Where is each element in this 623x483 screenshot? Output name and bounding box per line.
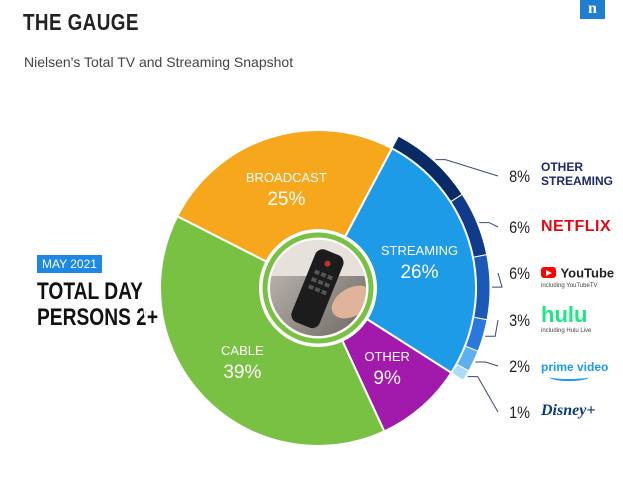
youtube-wordmark: YouTube xyxy=(560,265,615,281)
slice-label-other: OTHER xyxy=(364,349,410,364)
leader-lines xyxy=(435,159,503,413)
center-ring-accent xyxy=(262,232,374,344)
slice-value-streaming: 26% xyxy=(400,262,438,283)
prime-video-pct: 2% xyxy=(509,357,530,376)
audience-headline-line2: PERSONS 2+ xyxy=(37,304,159,331)
slice-value-cable: 39% xyxy=(223,362,261,383)
date-badge: MAY 2021 xyxy=(37,255,102,273)
youtube-pct: 6% xyxy=(509,264,530,283)
other-streaming-label: OTHER STREAMING xyxy=(541,160,613,188)
slice-label-broadcast: BROADCAST xyxy=(246,170,327,185)
prime-smile-icon xyxy=(549,373,589,381)
slice-value-other: 9% xyxy=(373,368,401,389)
netflix-pct: 6% xyxy=(509,218,530,237)
leader-line-0 xyxy=(435,159,499,177)
hulu-note: including Hulu Live xyxy=(541,328,592,334)
hulu-pct: 3% xyxy=(509,311,530,330)
main-slices xyxy=(159,129,477,447)
leader-line-5 xyxy=(467,376,499,413)
prime-video-wordmark: prime video xyxy=(541,360,609,374)
page-title: THE GAUGE xyxy=(23,9,139,35)
prime-video-logo: prime video xyxy=(541,358,608,381)
audience-headline: TOTAL DAY PERSONS 2+ xyxy=(37,279,158,331)
nielsen-logo-icon: n xyxy=(580,0,605,19)
netflix-logo: NETFLIX xyxy=(541,218,612,235)
audience-headline-line1: TOTAL DAY xyxy=(37,278,143,305)
other-streaming-line1: OTHER xyxy=(541,160,583,174)
outer-border xyxy=(142,112,494,464)
leader-line-2 xyxy=(491,272,503,288)
youtube-note: including YouTubeTV xyxy=(541,283,598,289)
other-streaming-pct: 8% xyxy=(509,167,530,186)
page-subtitle: Nielsen's Total TV and Streaming Snapsho… xyxy=(24,54,294,70)
slice-value-broadcast: 25% xyxy=(267,189,305,210)
leader-line-4 xyxy=(475,361,499,367)
slice-label-streaming: STREAMING xyxy=(381,243,458,258)
other-streaming-line2: STREAMING xyxy=(541,174,613,188)
leader-line-1 xyxy=(479,222,499,228)
slice-labels: BROADCAST 25% STREAMING 26% OTHER 9% CABLE 39% xyxy=(221,170,458,389)
youtube-play-icon xyxy=(541,267,556,279)
streaming-sub-ring xyxy=(142,112,494,464)
leader-line-3 xyxy=(485,319,499,337)
hulu-wordmark: hulu xyxy=(541,302,588,327)
youtube-logo: YouTube including YouTubeTV xyxy=(541,264,614,289)
slice-label-cable: CABLE xyxy=(221,343,264,358)
hulu-logo: hulu including Hulu Live xyxy=(541,302,592,335)
disney-plus-logo: Disney+ xyxy=(541,402,596,419)
disney-plus-pct: 1% xyxy=(509,403,530,422)
